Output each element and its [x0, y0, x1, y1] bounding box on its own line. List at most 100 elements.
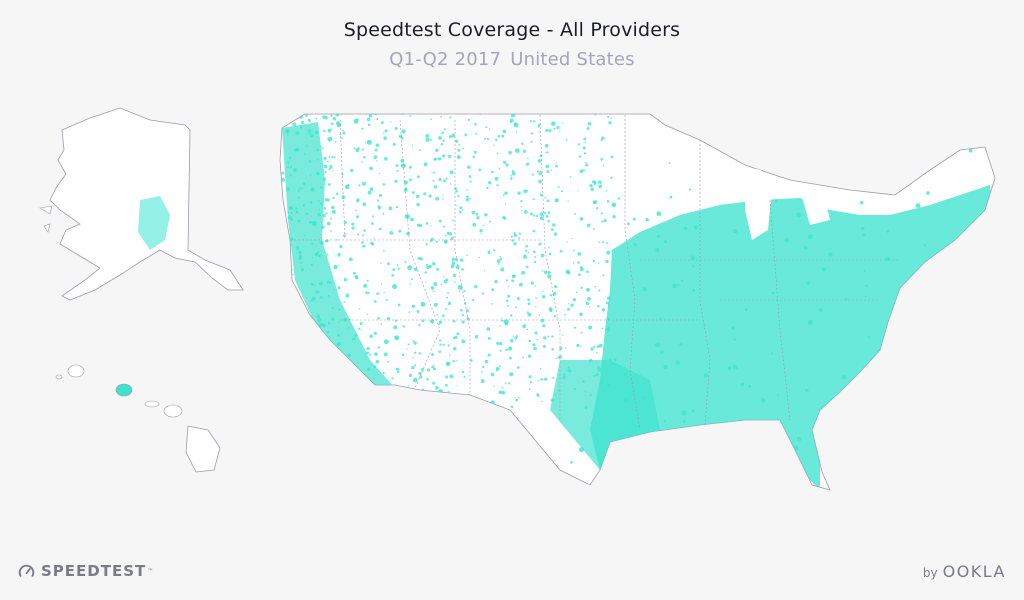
coverage-dot — [321, 334, 324, 337]
coverage-dot — [285, 129, 290, 134]
coverage-dot — [286, 187, 290, 192]
coverage-dot — [419, 224, 423, 228]
coverage-dot — [552, 223, 556, 227]
coverage-dot — [501, 390, 506, 395]
coverage-dot — [330, 114, 333, 117]
coverage-dot — [451, 257, 455, 261]
coverage-dot — [319, 240, 324, 245]
coverage-dot — [592, 200, 597, 205]
coverage-dot — [507, 304, 510, 307]
coverage-dot — [584, 390, 587, 393]
coverage-dot — [542, 324, 546, 328]
coverage-dot — [493, 385, 496, 388]
coverage-dot — [601, 136, 605, 140]
coverage-dot — [613, 358, 617, 361]
coverage-dot — [532, 343, 536, 347]
coverage-dot — [547, 220, 550, 223]
coverage-dot — [319, 295, 323, 299]
coverage-dot — [978, 319, 984, 325]
coverage-dot — [586, 287, 590, 292]
coverage-dot — [503, 160, 506, 164]
coverage-dot — [438, 136, 442, 140]
coverage-dot — [663, 239, 667, 244]
coverage-dot — [559, 130, 561, 132]
coverage-dot — [456, 384, 458, 386]
coverage-dot — [328, 168, 331, 171]
coverage-dot — [331, 155, 334, 159]
coverage-dot — [556, 165, 559, 168]
speedtest-logo: SPEEDTEST ™ — [18, 562, 153, 580]
coverage-dot — [465, 197, 470, 202]
coverage-dot — [321, 378, 325, 382]
coverage-dot — [610, 155, 614, 159]
coverage-dot — [397, 303, 401, 307]
coverage-dot — [634, 243, 637, 247]
coverage-dot — [854, 424, 857, 428]
coverage-dot — [506, 279, 508, 282]
coverage-dot — [603, 218, 607, 223]
coverage-dot — [459, 258, 464, 262]
coverage-dot — [342, 360, 345, 364]
coverage-dot — [461, 370, 465, 374]
coverage-dot — [394, 126, 398, 130]
coverage-dot — [458, 290, 461, 293]
coverage-dot — [579, 217, 584, 221]
coverage-dot — [370, 241, 374, 245]
coverage-dot — [583, 137, 587, 141]
coverage-dot — [406, 231, 411, 236]
coverage-dot — [601, 241, 604, 244]
coverage-dot — [363, 229, 367, 232]
coverage-dot — [358, 184, 361, 187]
coverage-dot — [456, 155, 461, 159]
coverage-dot — [338, 264, 340, 267]
coverage-dot — [607, 326, 611, 330]
coverage-dot — [496, 184, 499, 187]
coverage-dot — [520, 206, 522, 208]
coverage-dot — [598, 343, 603, 348]
coverage-dot — [423, 162, 428, 167]
coverage-dot — [378, 227, 382, 231]
coverage-dot — [546, 199, 550, 203]
coverage-dot — [499, 349, 502, 352]
coverage-dot — [503, 217, 507, 220]
coverage-dot — [420, 301, 426, 307]
coverage-dot — [424, 271, 427, 274]
coverage-dot — [865, 470, 870, 474]
hawaii-island-big — [185, 425, 221, 473]
coverage-dot — [296, 384, 301, 389]
coverage-dot — [582, 146, 586, 150]
coverage-dot — [586, 270, 589, 274]
coverage-dot — [534, 331, 538, 335]
coverage-dot — [318, 254, 322, 258]
coverage-dot — [487, 353, 491, 357]
coverage-dot — [306, 367, 310, 371]
coverage-dot — [535, 305, 537, 308]
coverage-dot — [351, 222, 355, 226]
coverage-dot — [955, 383, 961, 389]
coverage-dot — [448, 135, 452, 139]
coverage-dot — [603, 389, 605, 391]
coverage-dot — [330, 230, 332, 232]
coverage-dot — [367, 123, 371, 127]
coverage-dot — [457, 148, 461, 152]
coverage-dot — [362, 202, 367, 207]
coverage-dot — [779, 135, 785, 141]
coverage-dot — [583, 152, 587, 155]
coverage-dot — [413, 341, 417, 345]
coverage-dot — [288, 156, 292, 160]
coverage-dot — [544, 196, 546, 199]
coverage-dot — [486, 137, 490, 141]
coverage-dot — [968, 148, 973, 153]
coverage-dot — [454, 187, 457, 190]
coverage-dot — [409, 283, 412, 285]
coverage-dot — [289, 166, 293, 169]
coverage-dot — [370, 388, 374, 392]
coverage-dot — [567, 200, 569, 203]
coverage-dot — [969, 451, 972, 454]
coverage-dot — [451, 261, 456, 265]
coverage-dot — [660, 350, 664, 355]
coverage-dot — [350, 168, 354, 173]
coverage-dot — [435, 196, 440, 201]
coverage-dot — [580, 286, 583, 289]
coverage-dot — [475, 132, 478, 135]
